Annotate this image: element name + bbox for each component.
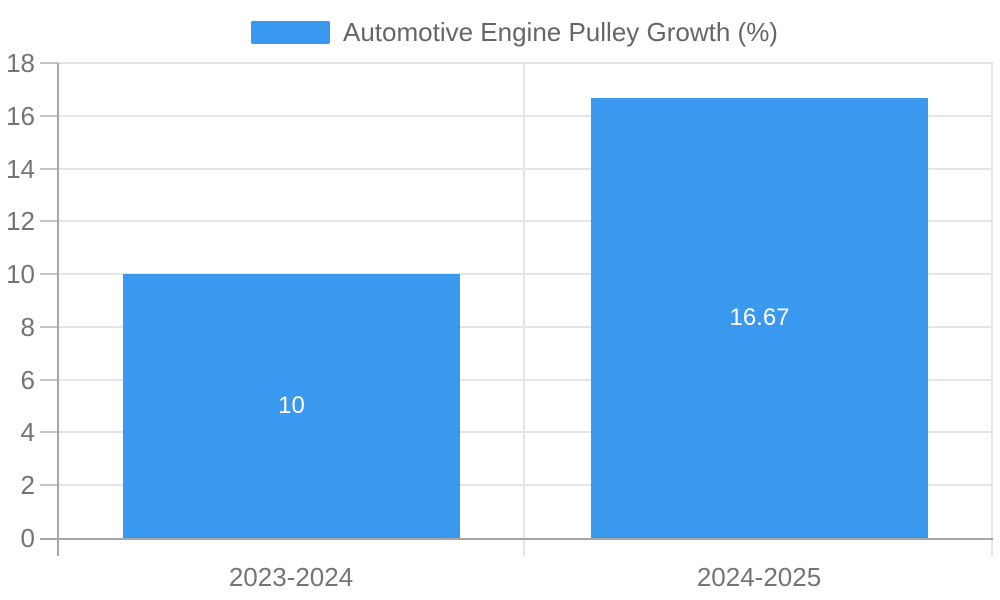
y-tick: [40, 114, 57, 117]
y-tick-label: 6: [20, 364, 35, 395]
bar-value-label: 16.67: [729, 304, 790, 332]
y-gridline: [57, 273, 993, 276]
y-tick: [40, 220, 57, 223]
y-tick-label: 14: [6, 153, 35, 184]
y-gridline: [57, 220, 993, 223]
y-tick: [40, 431, 57, 434]
y-tick: [40, 167, 57, 170]
y-tick: [40, 273, 57, 276]
bar-2024-2025[interactable]: [591, 98, 928, 538]
plot-area: 0 2 4 6 8 10 12 14 16 18 10 2023-2024 16.67 2024-2025: [6, 48, 993, 592]
y-gridline: [57, 114, 993, 117]
x-tick: [991, 538, 993, 556]
chart-legend-item[interactable]: Automotive Engine Pulley Growth (%): [251, 18, 778, 46]
x-gridline: [523, 63, 525, 538]
x-gridline: [991, 63, 993, 538]
y-tick-label: 10: [6, 259, 35, 290]
bar-2023-2024[interactable]: [123, 274, 460, 538]
y-gridline: [57, 431, 993, 434]
x-tick-label: 2023-2024: [228, 562, 354, 592]
y-tick: [40, 378, 57, 381]
x-axis-line: [40, 538, 993, 540]
y-tick-label: 16: [6, 100, 35, 131]
y-gridline: [57, 167, 993, 170]
y-tick: [40, 325, 57, 328]
y-tick-label: 12: [6, 206, 35, 237]
y-tick-label: 0: [20, 523, 35, 553]
y-gridline: [57, 62, 993, 64]
y-gridline: [57, 378, 993, 381]
y-axis-line: [57, 63, 59, 556]
y-tick: [40, 62, 57, 64]
y-tick-label: 2: [20, 470, 35, 501]
y-tick-label: 18: [6, 48, 35, 78]
y-tick-label: 4: [20, 417, 35, 448]
y-gridline: [57, 484, 993, 487]
y-gridline: [57, 325, 993, 328]
legend-swatch-icon: [251, 20, 330, 44]
x-tick-label: 2024-2025: [696, 562, 822, 592]
y-tick: [40, 484, 57, 487]
legend-label: Automotive Engine Pulley Growth (%): [343, 17, 778, 47]
y-tick-label: 8: [20, 311, 35, 342]
x-tick: [523, 538, 525, 556]
bar-value-label: 10: [278, 392, 305, 420]
